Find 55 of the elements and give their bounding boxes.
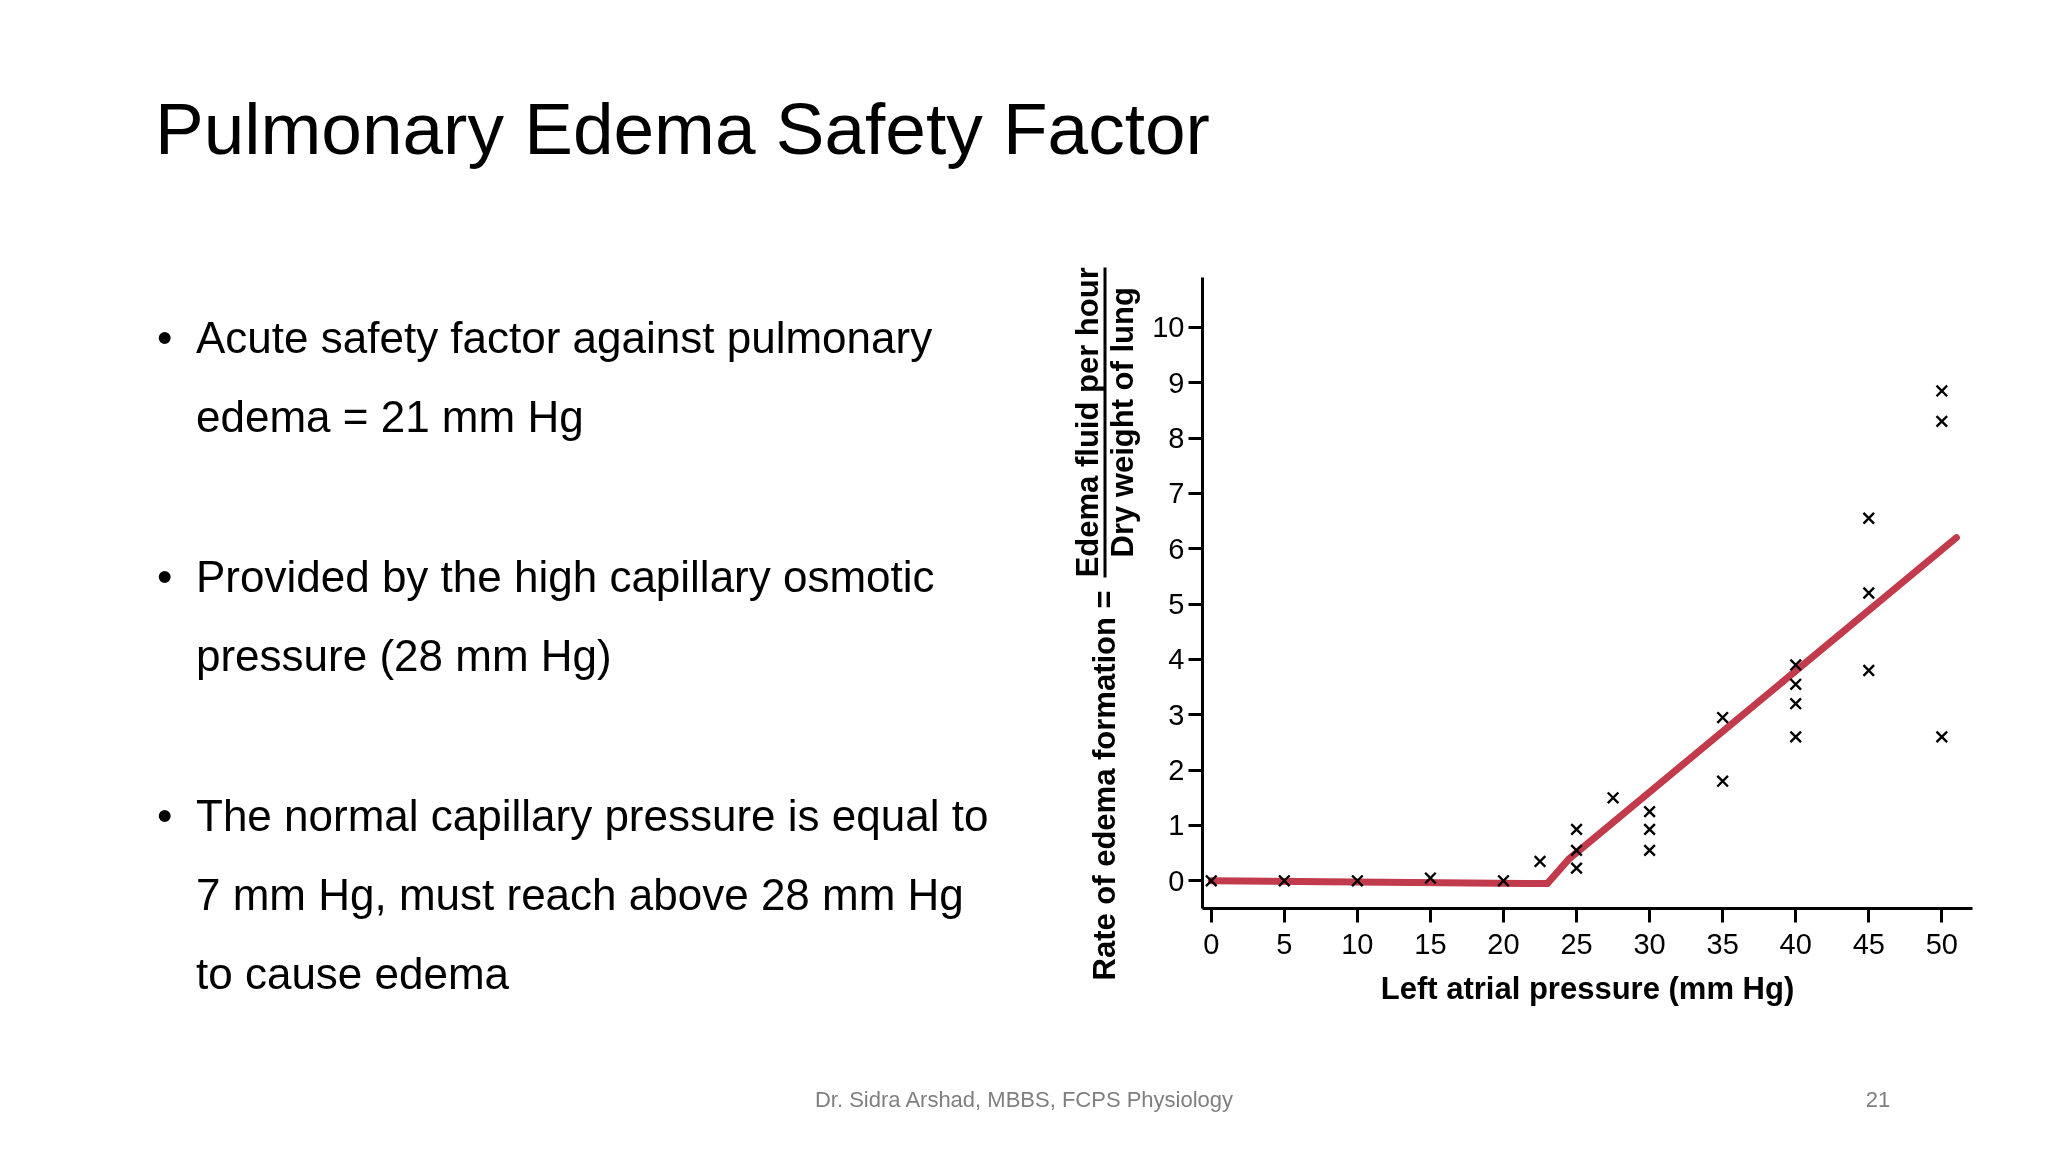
- x-tick-label: 40: [1779, 927, 1812, 960]
- y-axis-title: Rate of edema formation = Edema fluid per hour Dry weight of lung: [1068, 266, 1139, 980]
- point: [1643, 843, 1657, 857]
- point: [1935, 384, 1949, 398]
- point: [1570, 822, 1584, 836]
- y-tick-label: 4: [1168, 643, 1185, 676]
- x-tick-label: 25: [1560, 927, 1593, 960]
- point: [1789, 697, 1803, 711]
- x-tick-label: 15: [1414, 927, 1447, 960]
- point: [1606, 791, 1620, 805]
- y-tick-label: 10: [1152, 311, 1185, 344]
- x-tick-label: 10: [1341, 927, 1374, 960]
- x-axis-title: Left atrial pressure (mm Hg): [1380, 970, 1795, 1006]
- y-tick-label: 9: [1168, 366, 1185, 399]
- point: [1643, 805, 1657, 819]
- point: [1789, 677, 1803, 691]
- y-tick-label: 1: [1168, 809, 1185, 842]
- point: [1935, 414, 1949, 428]
- text: • Provided by the high capillary osmotic pressure (28 mm Hg): [157, 551, 936, 682]
- x-tick-label: 30: [1633, 927, 1666, 960]
- text: • The normal capillary pressure is equal to 7 mm Hg, must reach above 28 mm Hg to cause edema: [157, 790, 990, 1000]
- y-tick-label: 0: [1168, 864, 1185, 897]
- y-tick-label: 7: [1168, 477, 1185, 510]
- point: [1533, 854, 1547, 868]
- point: [1643, 822, 1657, 836]
- y-tick-label: 2: [1168, 754, 1185, 787]
- text: Dr. Sidra Arshad, MBBS, FCPS Physiology: [813, 1087, 1235, 1112]
- y-tick-label: 3: [1168, 698, 1185, 731]
- x-tick-label: 45: [1852, 927, 1885, 960]
- text: 21: [1864, 1087, 1892, 1112]
- x-tick-label: 35: [1706, 927, 1739, 960]
- y-tick-label: 8: [1168, 422, 1185, 455]
- point: [1423, 871, 1437, 885]
- point: [1570, 843, 1584, 857]
- point: [1204, 874, 1218, 888]
- x-tick-label: 0: [1203, 927, 1220, 960]
- chart-title: Pulmonary Edema Safety Factor: [155, 88, 1210, 169]
- point: [1496, 874, 1510, 888]
- point: [1716, 774, 1730, 788]
- x-tick-label: 20: [1487, 927, 1520, 960]
- point: [1789, 730, 1803, 744]
- point: [1570, 861, 1584, 875]
- point: [1350, 874, 1364, 888]
- point: [1935, 730, 1949, 744]
- x-tick-label: 5: [1276, 927, 1293, 960]
- y-tick-label: 5: [1168, 588, 1185, 621]
- point: [1277, 874, 1291, 888]
- point: [1862, 663, 1876, 677]
- point: [1716, 711, 1730, 725]
- text: • Acute safety factor against pulmonary edema = 21 mm Hg: [157, 312, 934, 443]
- point: [1789, 658, 1803, 672]
- y-tick-label: 6: [1168, 532, 1185, 565]
- point: [1862, 586, 1876, 600]
- x-tick-label: 50: [1925, 927, 1958, 960]
- point: [1862, 511, 1876, 525]
